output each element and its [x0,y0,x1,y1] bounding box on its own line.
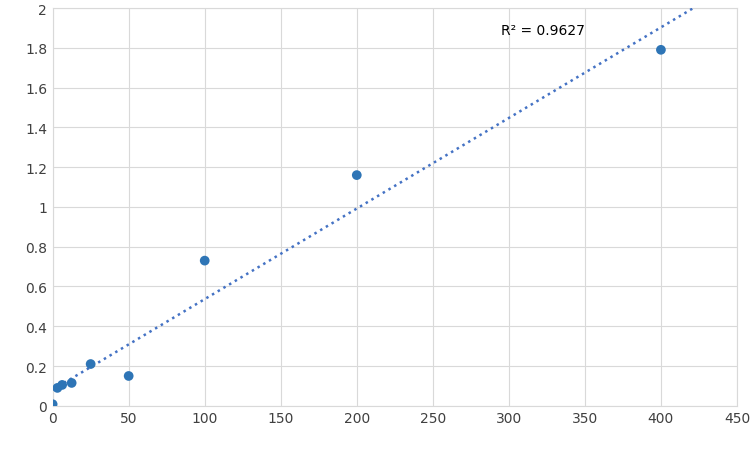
Point [655,47,667,54]
Point [56,382,68,389]
Point [123,373,135,380]
Point [47,400,59,408]
Point [65,379,77,387]
Point [85,361,97,368]
Point [51,384,63,391]
Point [350,172,362,179]
Text: R² = 0.9627: R² = 0.9627 [502,24,585,38]
Point [199,258,211,265]
